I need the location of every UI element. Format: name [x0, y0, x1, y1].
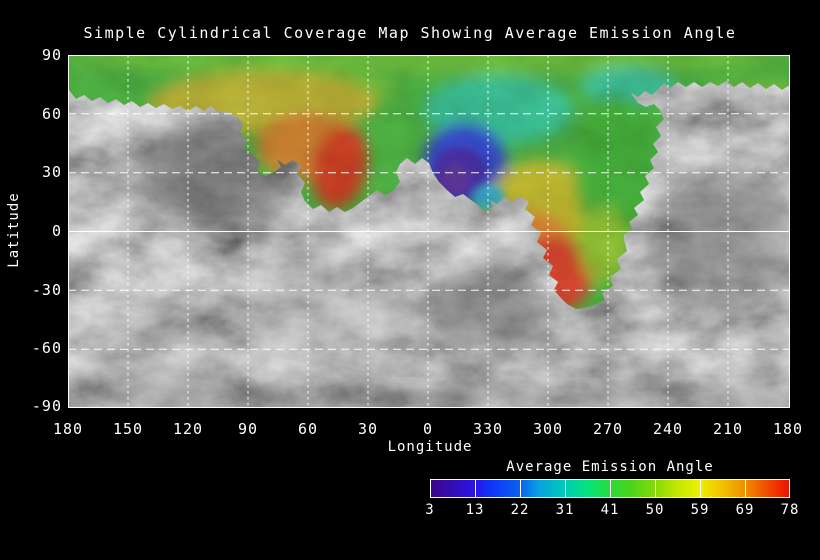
- colorbar-tick-label: 41: [600, 502, 620, 518]
- x-tick-label: 300: [532, 420, 564, 438]
- colorbar-tick-label: 13: [465, 502, 485, 518]
- colorbar-gradient: [430, 479, 790, 498]
- x-axis-title: Longitude: [387, 439, 473, 455]
- colorbar-tick-label: 69: [735, 502, 755, 518]
- x-tick-label: 30: [357, 420, 379, 438]
- colorbar-divider: [565, 480, 566, 497]
- page-title: Simple Cylindrical Coverage Map Showing …: [83, 24, 737, 42]
- x-tick-label: 90: [237, 420, 259, 438]
- y-tick-label: 0: [51, 222, 62, 240]
- colorbar-tick-label: 3: [425, 502, 435, 518]
- colorbar-divider: [610, 480, 611, 497]
- colorbar-tick-label: 50: [645, 502, 665, 518]
- x-tick-label: 180: [52, 420, 84, 438]
- coverage-map-image: [68, 55, 798, 408]
- map-gridlines: [68, 55, 790, 408]
- colorbar-tick-label: 22: [510, 502, 530, 518]
- plot-border: [68, 55, 790, 408]
- colorbar-title: Average Emission Angle: [506, 459, 714, 475]
- x-tick-label: 120: [172, 420, 204, 438]
- y-tick-label: 30: [41, 163, 62, 181]
- colorbar-divider: [655, 480, 656, 497]
- y-tick-label: -90: [31, 397, 62, 415]
- x-tick-label: 180: [772, 420, 804, 438]
- x-tick-label: 210: [712, 420, 744, 438]
- colorbar-divider: [475, 480, 476, 497]
- map-canvas: [68, 55, 798, 408]
- colorbar-divider: [520, 480, 521, 497]
- x-tick-label: 60: [297, 420, 319, 438]
- y-tick-label: -30: [31, 281, 62, 299]
- colorbar-tick-label: 59: [690, 502, 710, 518]
- colorbar-tick-label: 78: [780, 502, 800, 518]
- colorbar-divider: [745, 480, 746, 497]
- colorbar-tick-label: 31: [555, 502, 575, 518]
- x-tick-label: 150: [112, 420, 144, 438]
- x-tick-label: 270: [592, 420, 624, 438]
- y-tick-label: 60: [41, 105, 62, 123]
- y-tick-label: -60: [31, 339, 62, 357]
- x-tick-label: 330: [472, 420, 504, 438]
- y-tick-label: 90: [41, 46, 62, 64]
- y-axis-title: Latitude: [6, 192, 22, 268]
- x-tick-label: 240: [652, 420, 684, 438]
- x-tick-label: 0: [422, 420, 434, 438]
- colorbar-divider: [700, 480, 701, 497]
